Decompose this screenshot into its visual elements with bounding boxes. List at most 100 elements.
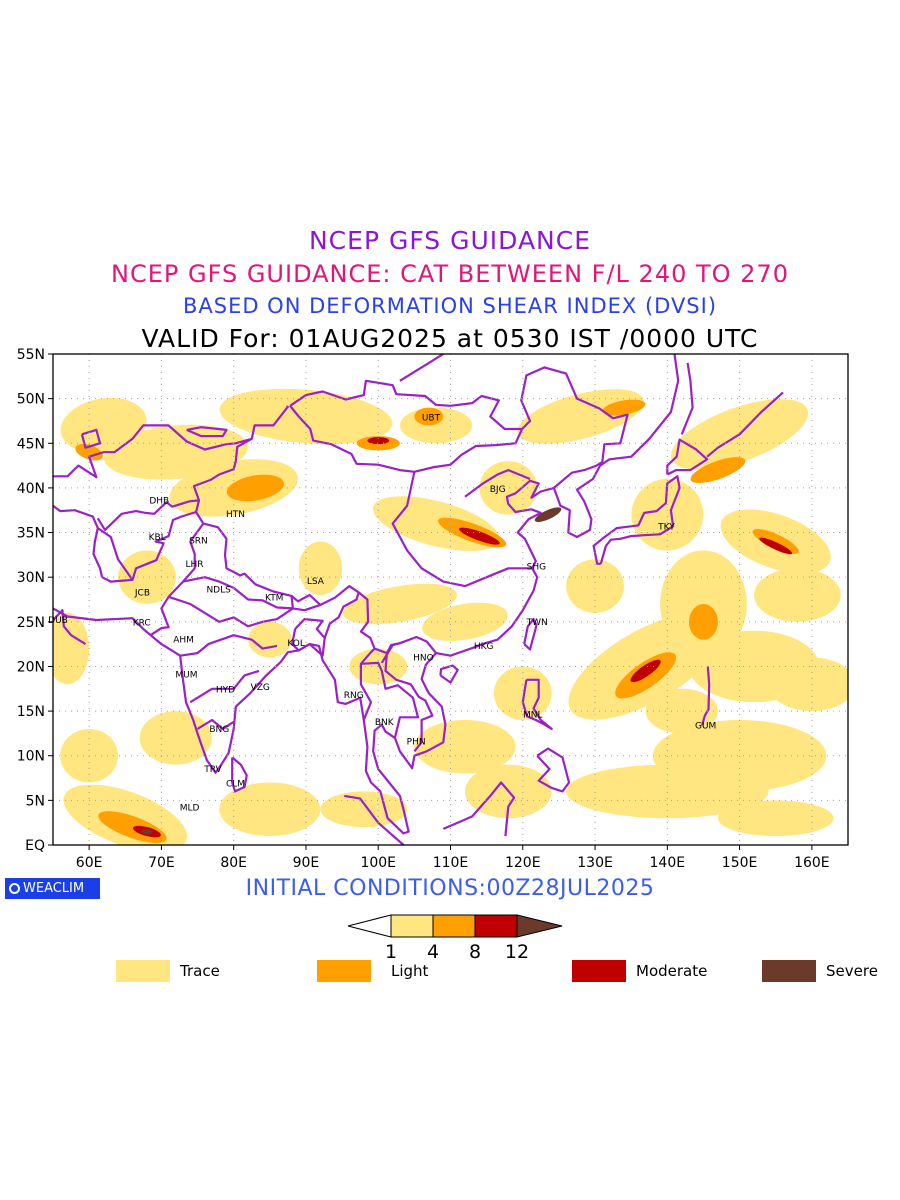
coastline <box>192 437 253 501</box>
turbulence-map: UBT BJG DHB HTN KBL SRN LHR TKY SHG LSA JCB NDLS KTM… <box>17 347 849 871</box>
lat-tick-label: 45N <box>17 436 45 452</box>
coastline <box>233 587 294 610</box>
colorbar-cell-light <box>432 914 476 938</box>
weaclim-logo: WEACLIM <box>5 878 100 899</box>
station-code-jcb: JCB <box>134 588 150 598</box>
station-code-hno: HNO <box>413 654 434 664</box>
colorbar-cell-trace <box>390 914 434 938</box>
lon-tick-label: 120E <box>505 855 541 871</box>
legend-swatch-moderate <box>572 960 626 982</box>
station-labels: UBT BJG DHB HTN KBL SRN LHR TKY SHG LSA JCB NDLS KTM… <box>48 413 716 813</box>
turbulence-area <box>517 389 644 444</box>
title-product: NCEP GFS GUIDANCE: CAT BETWEEN F/L 240 T… <box>111 260 789 288</box>
title-main: NCEP GFS GUIDANCE <box>308 226 591 255</box>
coastline <box>521 678 553 730</box>
coastline <box>168 595 206 614</box>
turbulence-area <box>367 437 390 445</box>
coastline <box>80 428 102 449</box>
coastline <box>520 366 629 489</box>
station-code-ndls: NDLS <box>206 586 231 596</box>
station-code-twn: TWN <box>526 618 548 628</box>
coastline <box>391 471 533 588</box>
turbulence-area <box>219 782 321 837</box>
coastline <box>384 653 434 752</box>
coastline <box>53 607 152 637</box>
station-code-krc: KRC <box>133 619 151 629</box>
turbulence-area <box>631 478 704 551</box>
coastlines-and-borders <box>53 354 784 845</box>
station-code-mum: MUM <box>175 670 197 680</box>
logo-ring-icon <box>9 883 20 894</box>
turbulence-area <box>226 474 284 502</box>
coastline <box>53 609 87 646</box>
legend-label-trace: Trace <box>180 962 220 980</box>
lat-tick-label: EQ <box>25 838 45 854</box>
lon-tick-label: 160E <box>794 855 830 871</box>
initial-conditions: INITIAL CONDITIONS:00Z28JUL2025 <box>245 876 655 901</box>
station-code-htn: HTN <box>226 510 245 520</box>
logo-text: WEACLIM <box>23 881 85 896</box>
colorbar-tick-1: 1 <box>385 941 397 963</box>
coastline <box>291 618 326 657</box>
turbulence-area <box>566 764 769 819</box>
turbulence-area <box>75 443 103 461</box>
coastline <box>344 794 405 845</box>
turbulence-area <box>768 657 848 712</box>
coastline <box>204 607 294 628</box>
station-code-mld: MLD <box>180 804 200 814</box>
coastline <box>53 405 289 479</box>
station-code-lsa: LSA <box>307 577 325 587</box>
coastline <box>592 475 681 565</box>
lat-tick-label: 40N <box>17 481 45 497</box>
coastline <box>180 634 278 657</box>
lon-tick-label: 80E <box>220 855 247 871</box>
coastline <box>700 666 711 726</box>
lat-tick-label: 50N <box>17 392 45 408</box>
lat-tick-label: 5N <box>26 793 45 809</box>
lat-tick-label: 55N <box>17 347 45 363</box>
turbulence-area <box>298 541 343 596</box>
coastline <box>360 661 420 739</box>
turbulence-area <box>717 800 834 837</box>
coastline <box>231 756 248 793</box>
lon-tick-label: 140E <box>650 855 686 871</box>
colorbar-cell-moderate <box>474 914 518 938</box>
lon-tick-label: 100E <box>360 855 396 871</box>
station-code-dub: DUB <box>48 616 68 626</box>
coastline <box>380 642 401 664</box>
coastline <box>196 718 235 730</box>
station-code-ubt: UBT <box>422 413 441 423</box>
coastline <box>552 354 680 539</box>
turbulence-area <box>141 828 153 835</box>
coastline <box>536 747 571 793</box>
lat-tick-label: 35N <box>17 526 45 542</box>
station-code-mnl: MNL <box>523 711 543 721</box>
title-method: BASED ON DEFORMATION SHEAR INDEX (DVSI) <box>182 294 718 318</box>
turbulence-area <box>754 568 841 622</box>
coastline <box>149 522 205 637</box>
station-code-bng: BNG <box>209 725 229 735</box>
legend-swatch-light <box>317 960 371 982</box>
coastline <box>442 781 516 837</box>
station-code-dhb: DHB <box>149 496 169 506</box>
station-code-gum: GUM <box>695 721 716 731</box>
station-code-bnk: BNK <box>375 718 395 728</box>
colorbar: 1 4 8 12 <box>347 914 563 963</box>
turbulence-area <box>534 507 562 523</box>
station-code-trv: TRV <box>203 765 222 775</box>
station-code-tky: TKY <box>657 522 675 532</box>
turbulence-area <box>53 612 90 685</box>
legend-label-severe: Severe <box>826 962 878 980</box>
station-code-bjg: BJG <box>490 485 506 495</box>
lon-tick-label: 110E <box>433 855 469 871</box>
coastline <box>323 592 360 639</box>
lat-tick-label: 25N <box>17 615 45 631</box>
coastline <box>523 618 538 651</box>
coastline <box>182 576 235 589</box>
lat-tick-label: 20N <box>17 659 45 675</box>
colorbar-tick-4: 4 <box>427 941 439 963</box>
turbulence-area <box>118 550 176 604</box>
turbulence-area <box>414 720 516 774</box>
turbulence-area <box>320 791 408 828</box>
lat-tick-label: 15N <box>17 704 45 720</box>
